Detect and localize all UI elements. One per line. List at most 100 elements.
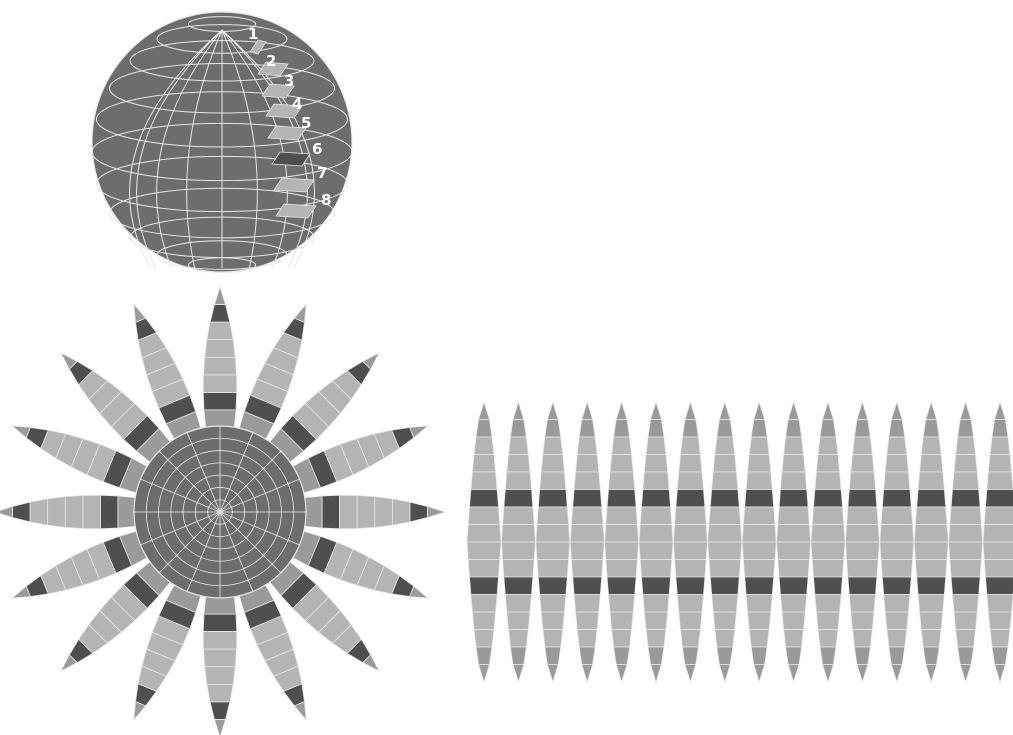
gore-strip-band: [949, 559, 982, 578]
gore-strip-band: [955, 629, 976, 648]
gore-strip-band: [504, 471, 532, 490]
star-gore: [133, 584, 202, 722]
band-tile: [265, 103, 303, 119]
star-spoke-line: [158, 511, 221, 574]
gore-strip-band: [613, 646, 630, 665]
gore-strip-band: [814, 471, 842, 490]
gore-strip-band: [716, 419, 734, 438]
gore-strip-band: [991, 646, 1009, 665]
star-spoke-line: [219, 511, 254, 592]
meridian-line: [129, 29, 223, 269]
star-gore-band: [203, 356, 237, 376]
band-label-2: 2: [266, 52, 276, 70]
gore-strip: [982, 400, 1013, 684]
star-gore-band: [12, 501, 31, 523]
gore-strip-band: [886, 436, 908, 455]
gore-strip-band: [817, 629, 839, 648]
gore-strip-band: [777, 559, 810, 578]
gore-strip-band: [643, 454, 669, 473]
gore-strip-band: [753, 400, 766, 420]
gore-strip-band: [747, 454, 772, 473]
gore-strip-band: [569, 541, 605, 560]
gore-strip-band: [540, 454, 565, 473]
star-gore-band: [203, 648, 237, 668]
gore-strip-band: [575, 611, 600, 630]
gore-strip: [879, 400, 915, 684]
gore-strip-band: [780, 594, 808, 613]
gore-strip-band: [880, 559, 914, 578]
star-spoke-line: [219, 432, 254, 513]
star-gore-band: [117, 495, 136, 529]
gore-strip-band: [576, 629, 598, 648]
star-gore-band: [206, 683, 234, 703]
star-gore-band: [339, 494, 358, 530]
gore-strip-band: [504, 594, 532, 613]
band-number-labels: 1 2 3 4 5 6 7 8: [248, 25, 331, 209]
gore-strip-band: [576, 436, 598, 455]
gore-strip-band: [741, 524, 777, 543]
band-label-4: 4: [292, 95, 302, 113]
gore-strip-band: [879, 541, 915, 560]
gore-strip-band: [471, 611, 497, 630]
gore-strip-band: [850, 454, 875, 473]
gore-strip-band: [502, 559, 535, 578]
gore-strip-band: [638, 524, 674, 543]
gore-strip-band: [712, 611, 737, 630]
gore-strip-band: [469, 489, 499, 508]
gore-strip-band: [615, 400, 628, 420]
gore-strip-band: [781, 611, 806, 630]
gore-strip-band: [650, 664, 662, 684]
gore-strip-band: [780, 471, 808, 490]
star-gore: [59, 351, 171, 463]
gore-strip-band: [750, 419, 768, 438]
star-gore-band: [209, 304, 231, 323]
gore-strip: [672, 400, 708, 684]
band-label-5: 5: [301, 114, 311, 132]
star-gore-band: [133, 701, 147, 722]
gore-strip-band: [714, 436, 736, 455]
star-spoke-line: [186, 511, 221, 592]
gore-strip-band: [846, 559, 879, 578]
star-gore-band: [204, 666, 236, 685]
star-gore-band: [356, 495, 376, 529]
gore-strip-band: [606, 576, 637, 595]
gore-strip-band: [613, 419, 630, 438]
star-gore-band: [321, 494, 340, 530]
gore-strip-band: [718, 400, 731, 420]
gore-strip-band: [952, 471, 980, 490]
star-gore: [202, 596, 238, 735]
gore-strip-band: [949, 506, 982, 525]
gore-strip: [913, 400, 949, 684]
gore-strip-band: [707, 541, 743, 560]
gore-strip-band: [850, 611, 875, 630]
star-gore: [238, 302, 307, 440]
band-label-3: 3: [284, 72, 294, 90]
gore-strip-band: [982, 541, 1013, 560]
gore-strip-band: [948, 541, 984, 560]
gore-strip-band: [573, 594, 601, 613]
gore-strip-band: [575, 454, 600, 473]
gore-strip-band: [672, 524, 708, 543]
gore-strip-band: [540, 611, 565, 630]
gore-strip-band: [682, 646, 699, 665]
gore-strip-band: [535, 524, 571, 543]
gore-strip-band: [502, 506, 535, 525]
star-spoke-line: [186, 432, 221, 513]
gore-strip-band: [982, 524, 1013, 543]
gore-strip-band: [844, 541, 880, 560]
star-gore-band: [202, 631, 238, 650]
gore-strip-band: [503, 576, 534, 595]
gore-strip-band: [684, 400, 697, 420]
gore-strip-band: [708, 559, 742, 578]
gore-strip-band: [506, 611, 531, 630]
gore-strip-band: [467, 559, 501, 578]
gore-strip-band: [475, 646, 493, 665]
star-gore-band: [133, 302, 147, 323]
gore-strip-band: [787, 400, 800, 420]
gore-strip-band: [957, 419, 974, 438]
gore-strip-band: [581, 664, 594, 684]
gore-strip-band: [605, 506, 638, 525]
gore-strip-band: [953, 611, 978, 630]
star-gore-band: [362, 654, 381, 673]
star-gore-band: [409, 501, 428, 523]
